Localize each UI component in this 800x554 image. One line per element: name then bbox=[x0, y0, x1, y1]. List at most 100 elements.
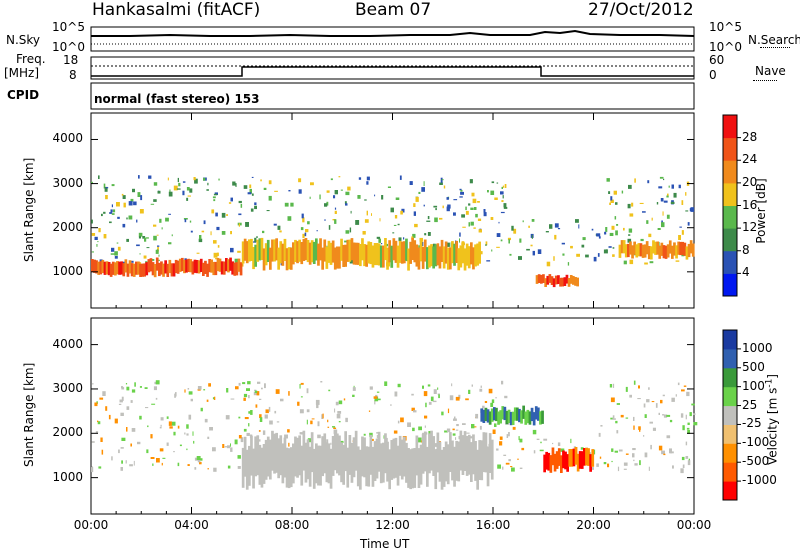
scatter-cell bbox=[187, 464, 190, 466]
scatter-cell bbox=[685, 441, 688, 446]
band1-cell bbox=[216, 257, 220, 272]
positive_patch-cell bbox=[493, 407, 496, 421]
scatter-cell bbox=[121, 396, 124, 401]
scatter-cell bbox=[316, 230, 318, 232]
ground_scatter-cell bbox=[421, 433, 425, 474]
band1-cell bbox=[107, 262, 111, 276]
scatter-cell bbox=[393, 430, 398, 434]
scatter-cell bbox=[625, 417, 629, 419]
nsky-label: N.Sky bbox=[6, 33, 41, 47]
scatter-cell bbox=[663, 200, 668, 203]
band4-cell bbox=[687, 243, 691, 258]
band2-cell bbox=[428, 245, 431, 268]
scatter-cell bbox=[311, 418, 315, 420]
scatter-cell bbox=[258, 430, 261, 432]
scatter-cell bbox=[340, 189, 343, 191]
scatter-cell bbox=[376, 398, 381, 401]
band1-cell bbox=[189, 259, 193, 273]
scatter-cell bbox=[562, 253, 565, 256]
negative_patch-cell bbox=[555, 451, 559, 469]
scatter-cell bbox=[465, 206, 467, 211]
scatter-cell bbox=[501, 200, 504, 202]
ground_scatter-cell bbox=[331, 436, 335, 476]
ground_scatter-cell bbox=[308, 446, 312, 487]
band2-cell bbox=[348, 239, 352, 262]
ground_scatter-cell bbox=[300, 445, 304, 486]
scatter-cell bbox=[681, 456, 685, 461]
band4-cell bbox=[660, 242, 664, 256]
scatter-cell bbox=[655, 403, 658, 408]
scatter-cell bbox=[546, 261, 551, 267]
scatter-cell bbox=[531, 219, 535, 222]
scatter-cell bbox=[678, 184, 681, 189]
scatter-cell bbox=[157, 245, 160, 247]
scatter-cell bbox=[131, 389, 136, 393]
scatter-cell bbox=[612, 254, 615, 257]
ground_scatter-cell bbox=[348, 435, 352, 475]
band3-cell bbox=[574, 277, 577, 286]
scatter-cell bbox=[193, 177, 196, 181]
band3-cell bbox=[535, 275, 539, 284]
scatter-cell bbox=[625, 453, 629, 455]
colorbar-tick-label: -1000 bbox=[742, 473, 777, 488]
band2-cell bbox=[315, 238, 318, 261]
band2-cell bbox=[325, 246, 329, 269]
scatter-cell bbox=[628, 234, 631, 236]
velocity-colorbar-label-close: ] bbox=[765, 374, 780, 379]
scatter-cell bbox=[216, 226, 220, 231]
colorbar-swatch bbox=[723, 424, 737, 444]
scatter-cell bbox=[403, 237, 405, 240]
scatter-cell bbox=[338, 176, 341, 178]
scatter-cell bbox=[500, 211, 505, 214]
negative_patch-cell bbox=[557, 448, 561, 466]
band2-cell bbox=[285, 248, 289, 271]
scatter-cell bbox=[501, 186, 503, 189]
band1-cell bbox=[155, 257, 159, 271]
scatter-cell bbox=[362, 231, 366, 235]
band2-cell bbox=[405, 238, 408, 261]
band2-cell bbox=[308, 242, 312, 265]
scatter-cell bbox=[480, 251, 483, 255]
scatter-cell bbox=[459, 232, 461, 237]
nave-trace bbox=[91, 66, 694, 77]
scatter-cell bbox=[475, 213, 478, 218]
power-colorbar bbox=[722, 114, 741, 297]
scatter-cell bbox=[221, 231, 226, 235]
scatter-cell bbox=[682, 464, 685, 468]
band2-cell bbox=[245, 241, 249, 264]
scatter-cell bbox=[643, 403, 646, 408]
band4-cell bbox=[643, 244, 647, 258]
scatter-cell bbox=[570, 438, 572, 444]
scatter-cell bbox=[433, 389, 437, 394]
positive_patch-cell bbox=[490, 408, 494, 422]
scatter-cell bbox=[374, 194, 376, 197]
band1-cell bbox=[210, 259, 213, 273]
scatter-cell bbox=[301, 213, 304, 219]
scatter-cell bbox=[659, 176, 664, 179]
scatter-cell bbox=[661, 450, 665, 455]
scatter-cell bbox=[479, 388, 483, 392]
ground_scatter-cell bbox=[342, 444, 345, 485]
ground_scatter-cell bbox=[279, 435, 283, 476]
scatter-cell bbox=[345, 191, 350, 196]
band2-cell bbox=[256, 239, 260, 262]
scatter-cell bbox=[549, 224, 553, 229]
scatter-cell bbox=[328, 389, 331, 392]
scatter-cell bbox=[139, 253, 141, 255]
ground_scatter-cell bbox=[470, 442, 473, 482]
scatter-cell bbox=[214, 396, 216, 400]
scatter-cell bbox=[428, 401, 432, 405]
scatter-cell bbox=[488, 388, 493, 394]
scatter-cell bbox=[689, 208, 691, 212]
ground_scatter-cell bbox=[367, 446, 371, 487]
scatter-cell bbox=[453, 199, 458, 201]
scatter-cell bbox=[324, 219, 326, 221]
band2-cell bbox=[260, 237, 264, 260]
scatter-cell bbox=[179, 444, 182, 447]
scatter-cell bbox=[146, 449, 149, 454]
band1-cell bbox=[126, 263, 130, 277]
band2-cell bbox=[478, 241, 481, 264]
scatter-cell bbox=[182, 190, 185, 196]
scatter-cell bbox=[648, 233, 652, 238]
scatter-cell bbox=[397, 223, 400, 226]
